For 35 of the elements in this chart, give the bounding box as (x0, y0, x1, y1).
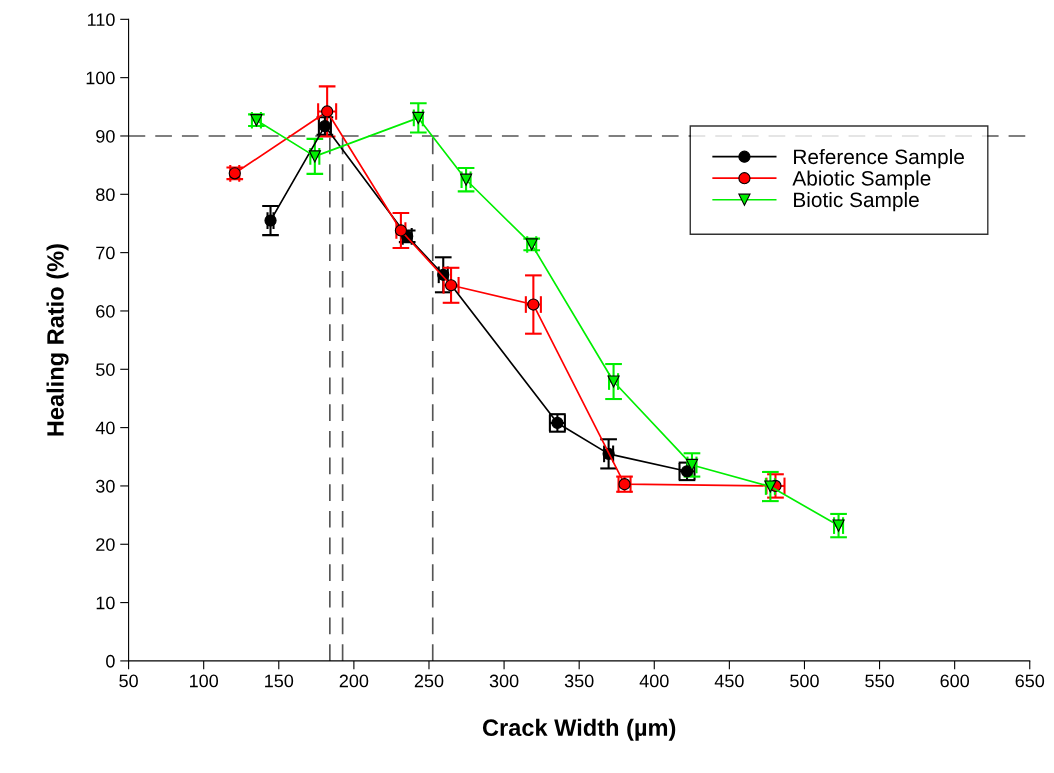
x-tick-label: 150 (265, 674, 294, 688)
x-tick-label: 600 (940, 674, 970, 688)
x-tick-label: 650 (1015, 674, 1045, 688)
y-tick-label: 20 (96, 538, 115, 551)
y-tick-label: 80 (96, 188, 115, 202)
y-tick-label: 60 (96, 304, 115, 318)
x-tick-label: 100 (190, 674, 219, 688)
x-tick-label: 250 (414, 674, 444, 688)
y-tick-label: 70 (96, 246, 115, 260)
point (444, 279, 458, 292)
point (264, 214, 277, 227)
legend-label: Abiotic Sample (792, 170, 931, 190)
x-tick-label: 400 (639, 674, 669, 688)
x-tick-label: 300 (489, 674, 519, 688)
x-tick-label: 50 (119, 674, 138, 688)
x-axis-title: Crack Width (µm) (482, 718, 676, 741)
y-tick-label: 10 (96, 596, 115, 610)
y-axis-title: Healing Ratio (%) (46, 244, 69, 436)
x-tick-label: 450 (714, 674, 744, 688)
y-tick-label: 110 (87, 13, 115, 27)
x-tick-label: 550 (865, 674, 894, 688)
point (321, 105, 334, 118)
y-tick-label: 30 (96, 479, 115, 493)
y-tick-label: 40 (95, 421, 115, 435)
x-tick-label: 350 (564, 674, 594, 688)
y-tick-label: 0 (106, 654, 115, 668)
x-tick-label: 500 (790, 674, 819, 688)
y-tick-label: 100 (86, 71, 115, 85)
x-tick-label: 200 (339, 674, 369, 688)
y-tick-label: 50 (96, 363, 115, 376)
legend-label: Biotic Sample (794, 191, 919, 212)
legend-label: Reference Sample (794, 148, 964, 169)
point (459, 173, 473, 186)
point (228, 167, 241, 180)
y-tick-label: 90 (96, 129, 115, 143)
